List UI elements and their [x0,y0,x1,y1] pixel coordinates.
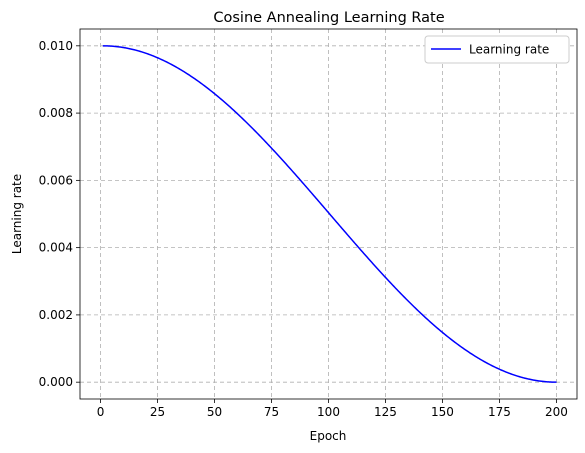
y-axis-label: Learning rate [10,174,24,254]
x-tick-label: 150 [431,405,454,419]
x-tick-label: 50 [207,405,222,419]
x-tick-label: 175 [488,405,511,419]
series-layer [102,45,557,383]
x-axis-label: Epoch [310,429,347,443]
y-tick-label: 0.002 [39,308,73,322]
x-tick-label: 200 [545,405,568,419]
x-tick-label: 25 [150,405,165,419]
series-line-learning-rate [102,45,557,383]
y-tick-label: 0.000 [39,375,73,389]
axis-ticks: 0 25 50 75 100 125 150 175 200 0.000 0.002 0.004 0.0… [39,39,568,419]
legend-label: Learning rate [469,43,549,57]
x-tick-label: 75 [264,405,279,419]
y-tick-label: 0.004 [39,241,73,255]
y-tick-label: 0.006 [39,173,73,187]
legend: Learning rate [424,35,570,64]
y-tick-label: 0.008 [39,106,73,120]
x-tick-label: 0 [97,405,105,419]
grid [80,29,577,399]
x-tick-label: 100 [317,405,340,419]
legend-box [424,35,570,64]
x-tick-label: 125 [374,405,397,419]
chart-title: Cosine Annealing Learning Rate [213,10,444,26]
y-tick-label: 0.010 [39,39,73,53]
